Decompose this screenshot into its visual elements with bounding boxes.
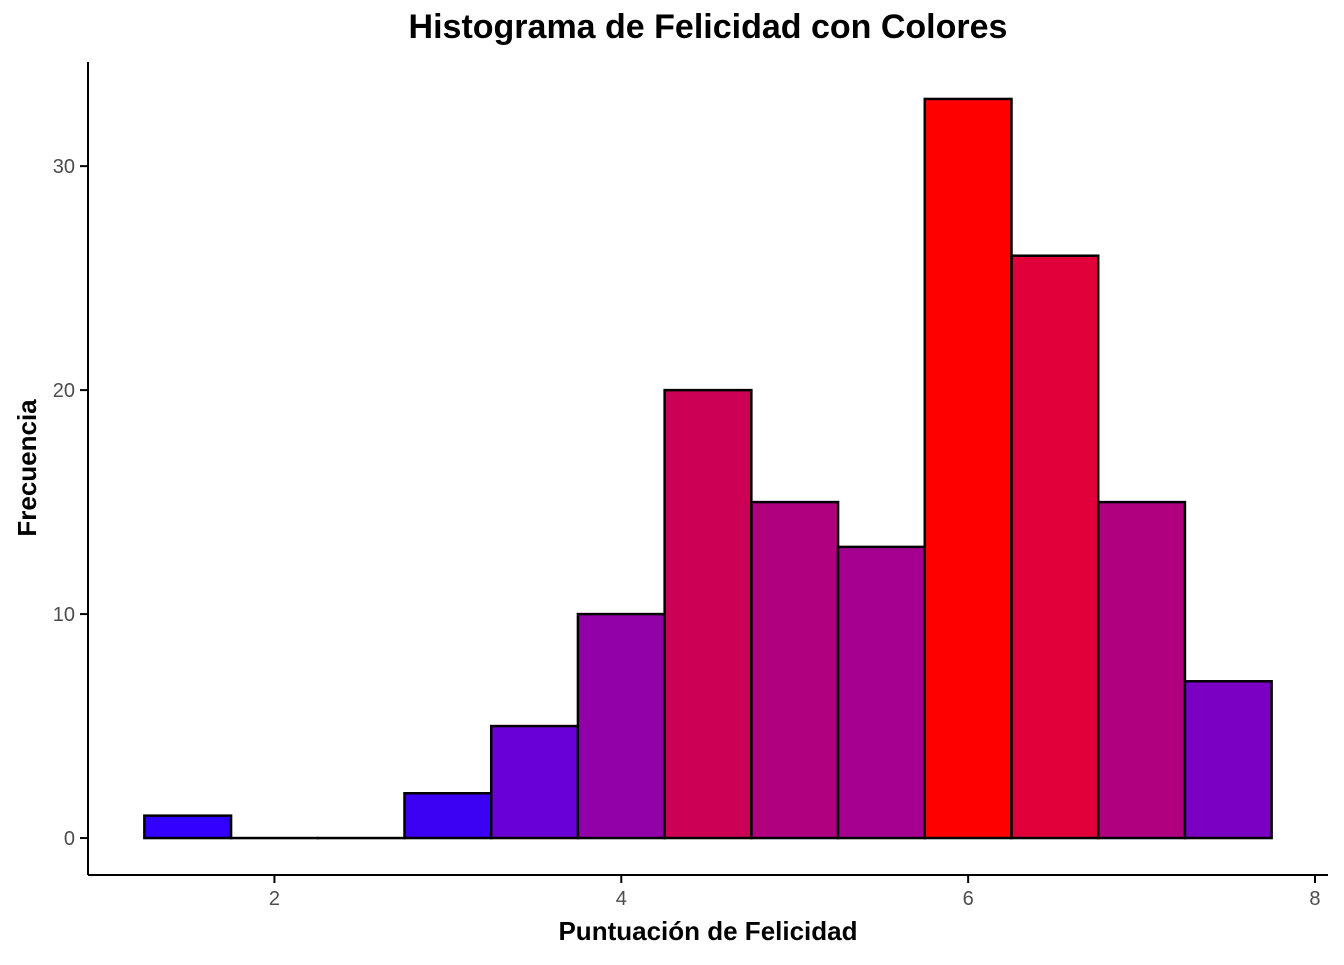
y-ticks-layer: 0 10 20 30 [53, 156, 88, 850]
x-tick-label-8: 8 [1309, 888, 1320, 910]
x-tick-label-4: 4 [616, 888, 627, 910]
histogram-bar-8 [751, 502, 838, 838]
histogram-bar-13 [1185, 681, 1272, 838]
x-tick-label-2: 2 [269, 888, 280, 910]
histogram-bar-6 [578, 614, 665, 838]
y-tick-label-10: 10 [53, 604, 75, 626]
histogram-bar-9 [838, 547, 925, 838]
x-tick-label-6: 6 [963, 888, 974, 910]
histogram-bar-4 [405, 793, 492, 838]
histogram-bar-10 [925, 99, 1012, 838]
chart-title: Histograma de Felicidad con Colores [88, 8, 1328, 47]
y-axis-title: Frecuencia [12, 399, 42, 537]
histogram-bar-1 [144, 816, 231, 838]
y-tick-label-0: 0 [64, 828, 75, 850]
y-tick-label-20: 20 [53, 380, 75, 402]
y-tick-label-30: 30 [53, 156, 75, 178]
bars-layer [144, 99, 1271, 838]
x-ticks-layer: 2 4 6 8 [269, 875, 1321, 910]
histogram-bar-7 [665, 390, 752, 838]
x-axis-title: Puntuación de Felicidad [558, 916, 857, 946]
histogram-bar-11 [1012, 256, 1099, 838]
histogram-bar-5 [491, 726, 578, 838]
histogram-bar-12 [1098, 502, 1185, 838]
